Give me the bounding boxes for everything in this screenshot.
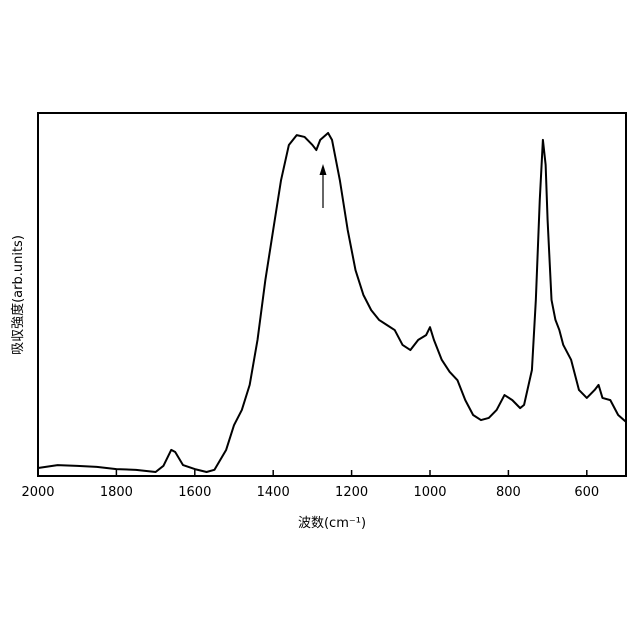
y-axis-label: 吸収強度(arb.units) [10, 235, 26, 355]
x-tick-label: 1600 [178, 485, 211, 500]
x-tick-label: 2000 [21, 485, 54, 500]
x-tick-label: 600 [574, 485, 599, 500]
x-tick-label: 1000 [413, 485, 446, 500]
plot-frame [38, 113, 626, 476]
x-tick-label: 1200 [335, 485, 368, 500]
x-tick-label: 1400 [257, 485, 290, 500]
arrow-head [320, 164, 327, 175]
x-tick-label: 1800 [100, 485, 133, 500]
x-axis-label: 波数(cm⁻¹) [298, 516, 366, 531]
spectrum-line [38, 133, 626, 472]
chart: 波数(cm⁻¹) 吸収強度(arb.units) 2000 1800 1600 140… [0, 0, 640, 640]
x-tick-label: 800 [496, 485, 521, 500]
